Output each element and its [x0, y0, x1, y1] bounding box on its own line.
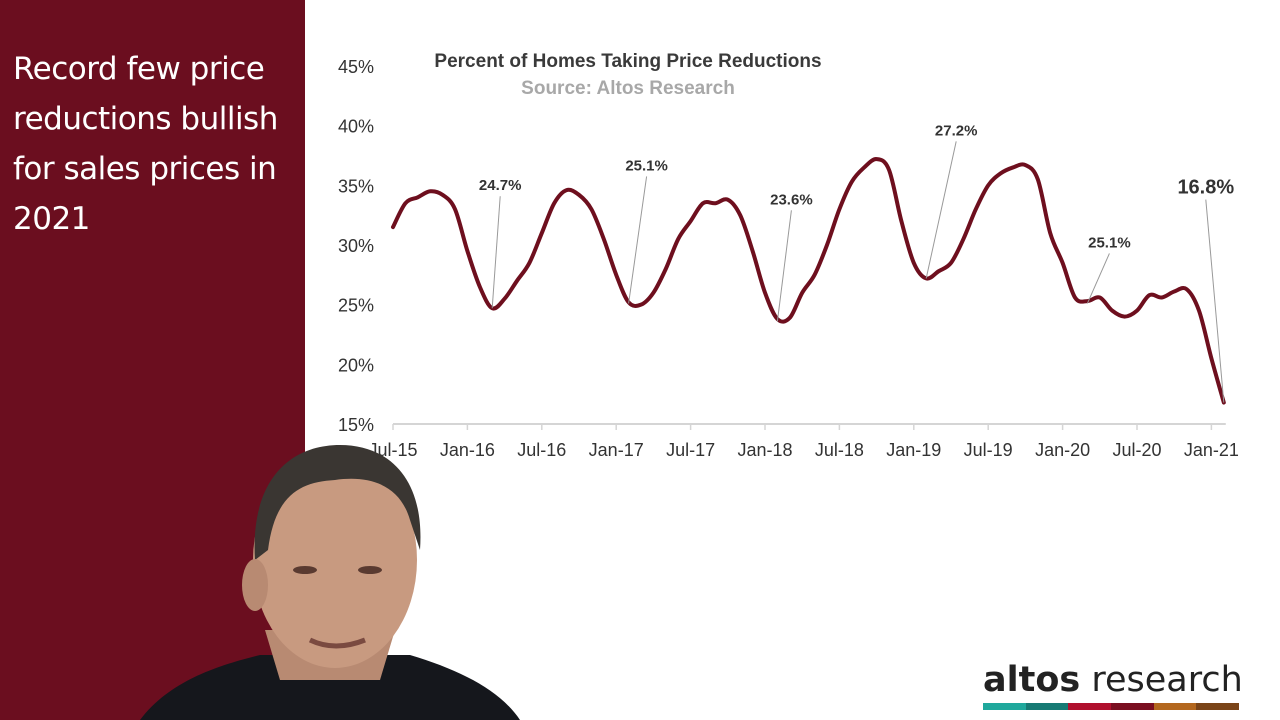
x-tick-label: Jan-19: [886, 440, 941, 460]
series-line: [391, 157, 1226, 405]
x-tick-label: Jul-19: [964, 440, 1013, 460]
y-tick-label: 25%: [338, 296, 374, 316]
logo-word-altos: altos: [983, 660, 1081, 700]
y-tick-label: 35%: [338, 176, 374, 196]
y-tick-label: 15%: [338, 415, 374, 435]
annotation-label: 27.2%: [935, 122, 978, 139]
chart-title: Percent of Homes Taking Price Reductions: [434, 51, 821, 72]
annotation-label: 25.1%: [625, 157, 668, 174]
x-tick-label: Jan-18: [737, 440, 792, 460]
y-tick-label: 20%: [338, 355, 374, 375]
annotation-label: 24.7%: [479, 177, 522, 194]
logo-word-research: research: [1080, 660, 1243, 700]
x-tick-label: Jul-20: [1112, 440, 1161, 460]
x-tick-label: Jan-17: [589, 440, 644, 460]
logo-bar-segment: [1111, 703, 1154, 710]
altos-research-logo: altos research: [983, 660, 1243, 710]
y-tick-label: 40%: [338, 117, 374, 137]
y-axis: 15% 20% 25% 30% 35% 40% 45%: [338, 57, 374, 435]
annotation-leader-line: [1086, 253, 1110, 304]
chart-subtitle: Source: Altos Research: [521, 78, 735, 99]
x-axis: Jul-15 Jan-16 Jul-16 Jan-17 Jul-17 Jan-18 Jul-…: [368, 423, 1239, 460]
slide-headline: Record few price reductions bullish for …: [13, 51, 278, 237]
annotation-label: 23.6%: [770, 191, 813, 208]
logo-bar-segment: [1068, 703, 1112, 710]
annotation-leader-line: [628, 176, 648, 304]
logo-bar-segment: [983, 703, 1026, 710]
logo-color-bar: [983, 703, 1240, 710]
annotation-label: 25.1%: [1088, 234, 1131, 251]
headline-panel: Record few price reductions bullish for …: [0, 0, 305, 720]
logo-bar-segment: [1153, 703, 1197, 710]
annotation-leader-line: [1205, 199, 1225, 403]
x-tick-label: Jan-21: [1184, 440, 1239, 460]
x-tick-label: Jul-18: [815, 440, 864, 460]
logo-bar-segment: [1025, 703, 1069, 710]
y-tick-label: 30%: [338, 236, 374, 256]
x-tick-label: Jul-17: [666, 440, 715, 460]
logo-bar-segment: [1196, 703, 1240, 710]
annotations: 24.7% 25.1% 23.6% 27.2% 25.1% 16.8%: [479, 122, 1234, 403]
annotation-leader-line: [776, 210, 792, 322]
presenter-webcam: [140, 445, 520, 720]
x-tick-label: Jul-16: [517, 440, 566, 460]
annotation-leader-line: [491, 196, 501, 309]
x-tick-label: Jan-16: [440, 440, 495, 460]
annotation-leader-line: [925, 141, 957, 279]
series-line-group: [391, 157, 1226, 405]
x-tick-label: Jan-20: [1035, 440, 1090, 460]
y-tick-label: 45%: [338, 57, 374, 77]
annotation-label: 16.8%: [1177, 177, 1234, 199]
